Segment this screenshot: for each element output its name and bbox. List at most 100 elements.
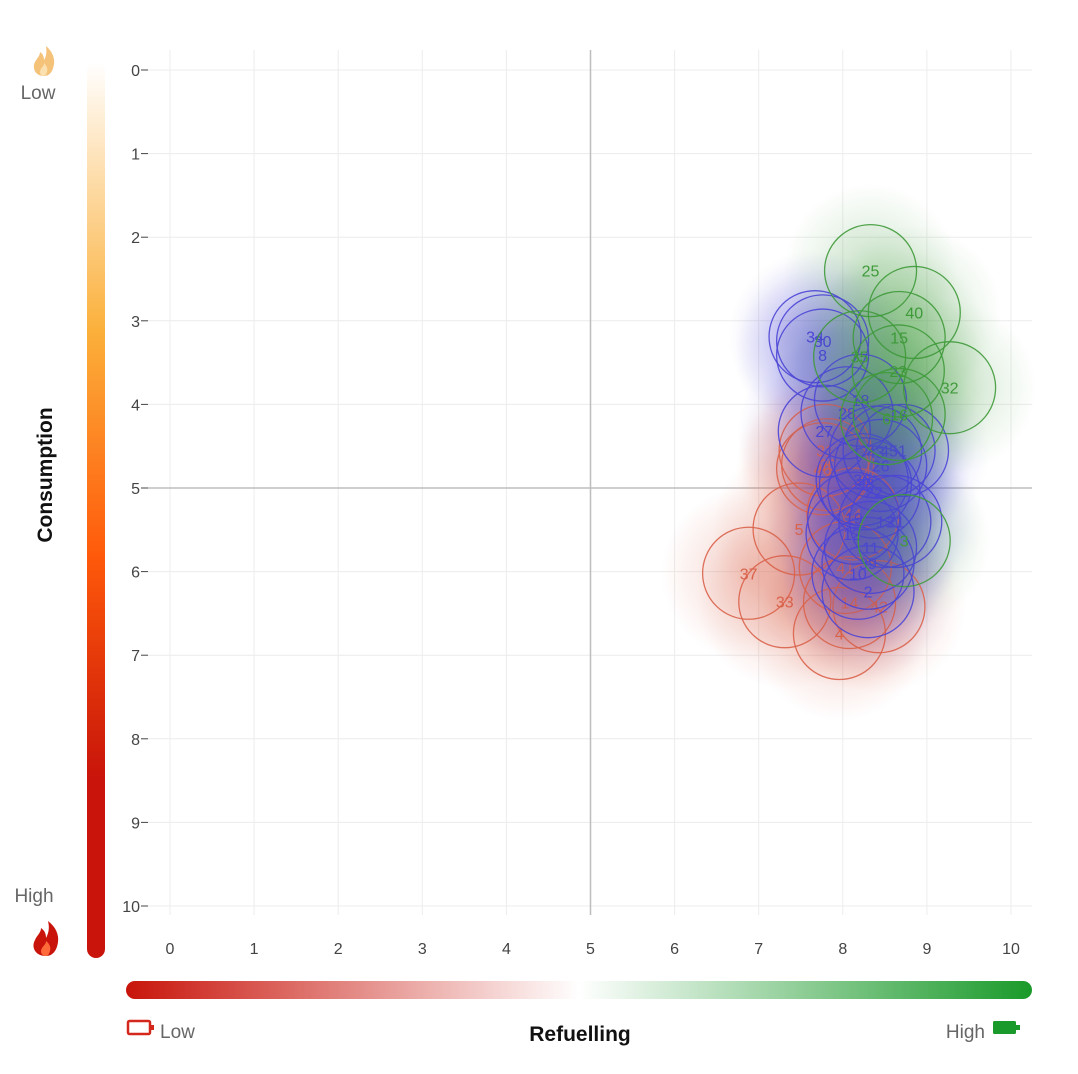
point-circle: [857, 494, 951, 588]
point-circle: [805, 487, 899, 581]
x-axis-title: Refuelling: [529, 1023, 631, 1046]
point-circle: [902, 341, 997, 435]
point-label: 20: [819, 458, 837, 475]
data-point[interactable]: 14: [802, 555, 897, 650]
point-circle: [821, 516, 915, 610]
y-tick-label: 4: [131, 397, 140, 414]
point-label: 27: [815, 424, 833, 441]
point-circle: [839, 371, 934, 466]
data-point[interactable]: 30: [775, 294, 870, 388]
point-label: 39: [859, 556, 877, 573]
point-circle: [838, 474, 932, 569]
point-label: 44: [844, 507, 862, 524]
y-tick-label: 0: [131, 63, 140, 80]
point-label: 6: [882, 412, 891, 429]
point-label: 12: [843, 527, 861, 544]
data-point[interactable]: 25: [823, 223, 918, 318]
point-label: 26: [872, 458, 890, 475]
point-circle: [775, 294, 870, 388]
refuelling-gradient-bar: [126, 981, 1032, 999]
data-point[interactable]: 32: [902, 341, 997, 435]
point-label: 40: [905, 305, 923, 322]
point-label: 3: [900, 534, 909, 551]
point-label: 38: [857, 477, 875, 494]
data-point[interactable]: 16: [852, 367, 946, 462]
consumption-legend: Low Consumption High: [14, 46, 105, 958]
point-label: 10: [849, 566, 867, 583]
point-circle: [802, 555, 897, 650]
y-tick-label: 6: [131, 565, 140, 582]
point-label: 16: [890, 407, 908, 424]
point-label: 14: [841, 596, 859, 613]
data-point[interactable]: 39: [821, 516, 915, 610]
consumption-high-label: High: [14, 886, 53, 907]
data-point[interactable]: 35: [812, 310, 907, 404]
consumption-low-label: Low: [21, 83, 56, 104]
point-circle: [813, 353, 908, 447]
point-label: 1: [898, 443, 907, 460]
y-tick-label: 9: [131, 815, 140, 832]
data-point[interactable]: 15: [852, 290, 946, 385]
y-tick-label: 7: [131, 648, 140, 665]
data-point[interactable]: 6: [839, 371, 934, 466]
point-label: 32: [941, 381, 959, 398]
point-circle: [823, 223, 918, 318]
battery-full-icon: [993, 1021, 1020, 1034]
flame-icon: [33, 46, 55, 76]
data-point[interactable]: 2: [821, 545, 915, 639]
battery-empty-icon: [126, 1019, 154, 1036]
x-tick-label: 10: [1002, 941, 1020, 958]
point-circle: [851, 324, 945, 418]
data-point[interactable]: 3: [857, 494, 951, 588]
y-tick-label: 1: [131, 147, 140, 164]
y-tick-label: 5: [131, 481, 140, 498]
y-tick-label: 8: [131, 732, 140, 749]
refuelling-high-label: High: [946, 1022, 985, 1043]
point-label: 28: [838, 406, 856, 423]
y-tick-label: 2: [131, 230, 140, 247]
data-point[interactable]: 13: [838, 474, 932, 569]
point-label: 11: [862, 540, 879, 557]
point-circle: [832, 560, 926, 654]
point-circle: [738, 555, 832, 649]
point-label: 4: [835, 626, 844, 643]
refuelling-low-label: Low: [160, 1022, 195, 1043]
point-label: 30: [814, 334, 832, 351]
x-tick-label: 6: [670, 941, 679, 958]
point-label: 8: [818, 348, 827, 365]
x-tick-label: 2: [334, 941, 343, 958]
data-point[interactable]: 40: [867, 265, 961, 360]
data-point[interactable]: 18: [813, 353, 908, 447]
x-tick-label: 0: [166, 941, 175, 958]
data-point[interactable]: 10: [811, 526, 905, 620]
x-tick-label: 5: [586, 941, 595, 958]
x-tick-label: 1: [250, 941, 259, 958]
point-circle: [812, 310, 907, 404]
y-axis-title: Consumption: [34, 407, 57, 542]
flame-icon: [33, 921, 59, 956]
point-label: 33: [776, 595, 794, 612]
point-circle: [821, 545, 915, 639]
x-tick-label: 7: [754, 941, 763, 958]
data-point[interactable]: 12: [805, 487, 899, 581]
point-circle: [852, 290, 946, 385]
data-point[interactable]: 33: [738, 555, 832, 649]
x-tick-label: 4: [502, 941, 511, 958]
point-circle: [852, 367, 946, 462]
consumption-gradient-bar: [87, 62, 105, 958]
refuelling-legend: Low Refuelling High: [126, 981, 1032, 1046]
point-label: 5: [795, 522, 804, 539]
y-tick-label: 10: [122, 899, 140, 916]
point-circle: [811, 526, 905, 620]
point-label: 25: [862, 264, 880, 281]
x-tick-label: 8: [838, 941, 847, 958]
x-tick-label: 9: [922, 941, 931, 958]
point-label: 21: [887, 514, 905, 531]
x-tick-label: 3: [418, 941, 427, 958]
point-label: 2: [864, 585, 873, 602]
y-tick-label: 3: [131, 314, 140, 331]
point-label: 41: [836, 560, 854, 577]
